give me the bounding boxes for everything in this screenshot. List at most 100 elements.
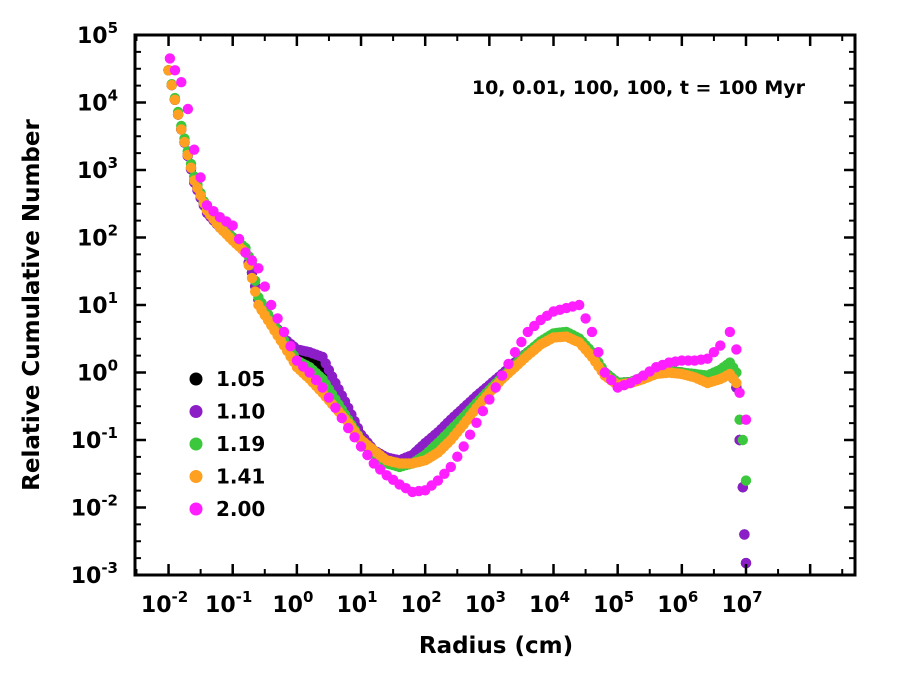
data-point	[285, 341, 296, 352]
data-point	[278, 326, 290, 338]
data-point	[452, 451, 463, 462]
data-point	[740, 557, 752, 569]
legend-marker	[189, 372, 203, 386]
data-point	[737, 434, 748, 446]
y-tick-label: 10-2	[71, 492, 118, 522]
data-point	[362, 449, 373, 461]
y-axis-label: Relative Cumulative Number	[19, 119, 45, 491]
data-point	[227, 220, 238, 231]
data-point	[246, 255, 258, 266]
x-tick-label: 106	[657, 588, 698, 618]
data-point	[172, 109, 184, 120]
data-point	[471, 417, 482, 428]
x-tick-label: 10-1	[205, 588, 252, 618]
data-point	[259, 281, 270, 292]
data-point	[246, 272, 258, 284]
y-tick-label: 100	[77, 357, 118, 387]
data-point	[477, 405, 489, 417]
legend-label: 1.05	[216, 367, 265, 391]
legend-marker	[189, 470, 203, 483]
data-point	[169, 94, 181, 106]
series-1.41	[163, 65, 742, 469]
data-point	[240, 247, 251, 258]
y-tick-label: 10-1	[71, 424, 118, 454]
data-point	[503, 358, 514, 370]
series-2.00	[164, 53, 752, 498]
data-point	[439, 468, 450, 479]
data-point	[715, 340, 726, 351]
data-point	[176, 77, 187, 88]
data-point	[176, 124, 187, 135]
data-point	[731, 344, 742, 355]
legend-label: 1.19	[216, 432, 265, 456]
data-point	[323, 392, 335, 403]
data-point	[195, 172, 206, 183]
data-point	[708, 347, 720, 358]
data-point	[310, 374, 322, 386]
y-tick-label: 104	[77, 87, 118, 117]
data-point	[580, 313, 591, 324]
data-point	[253, 263, 264, 274]
data-point	[702, 353, 713, 364]
x-tick-label: 103	[465, 588, 506, 618]
data-point	[593, 347, 604, 358]
x-tick-labels: 10-2 10-1 100 101 102 103 104 105 106 107	[141, 588, 763, 618]
data-point	[606, 374, 617, 386]
y-tick-label: 105	[77, 19, 118, 49]
data-point	[586, 326, 598, 338]
data-point	[445, 461, 456, 473]
data-point	[169, 65, 181, 76]
data-points	[163, 53, 752, 569]
data-point	[272, 313, 283, 324]
y-tick-label: 102	[77, 222, 118, 252]
legend-item: 1.41	[189, 465, 265, 489]
data-point	[574, 299, 585, 311]
data-point	[185, 162, 197, 173]
annotation-text: 10, 0.01, 100, 100, t = 100 Myr	[472, 77, 806, 99]
data-point	[432, 475, 444, 486]
legend-label: 1.41	[216, 465, 265, 489]
x-tick-label: 107	[721, 588, 762, 618]
data-point	[599, 367, 610, 378]
x-tick-label: 102	[401, 588, 442, 618]
data-point	[266, 299, 277, 311]
legend-marker	[189, 502, 203, 516]
data-point	[739, 529, 750, 540]
x-axis-label: Radius (cm)	[419, 633, 573, 659]
data-point	[182, 103, 194, 115]
axis-ticks	[135, 33, 855, 577]
data-point	[304, 367, 315, 378]
legend-item: 1.19	[189, 432, 265, 456]
data-point	[355, 441, 367, 452]
y-tick-label: 10-3	[71, 559, 118, 589]
legend-item: 1.05	[189, 367, 265, 391]
data-point	[740, 414, 752, 425]
data-point	[516, 336, 527, 348]
data-point	[189, 144, 200, 155]
data-point	[496, 370, 508, 381]
x-tick-label: 104	[529, 588, 570, 618]
data-point	[509, 347, 521, 358]
legend-label: 2.00	[216, 497, 265, 521]
data-point	[731, 377, 742, 389]
data-point	[330, 402, 341, 413]
data-point	[233, 233, 245, 245]
legend-item: 2.00	[189, 497, 265, 521]
legend-label: 1.10	[216, 400, 265, 424]
y-tick-labels: 10-3 10-2 10-1 100 101 102 103 104 105	[71, 19, 118, 589]
data-point	[490, 382, 501, 393]
x-tick-label: 100	[272, 588, 313, 618]
data-point	[349, 432, 360, 443]
legend-marker	[189, 437, 203, 451]
data-point	[740, 475, 752, 486]
data-point	[164, 53, 176, 64]
data-point	[484, 394, 495, 405]
data-point	[317, 382, 328, 393]
x-tick-label: 10-2	[141, 588, 188, 618]
data-point	[166, 79, 177, 91]
data-point	[250, 286, 261, 297]
data-point	[336, 412, 347, 424]
data-point	[464, 429, 476, 440]
legend: 1.05 1.10 1.19 1.41 2.00	[189, 367, 265, 521]
